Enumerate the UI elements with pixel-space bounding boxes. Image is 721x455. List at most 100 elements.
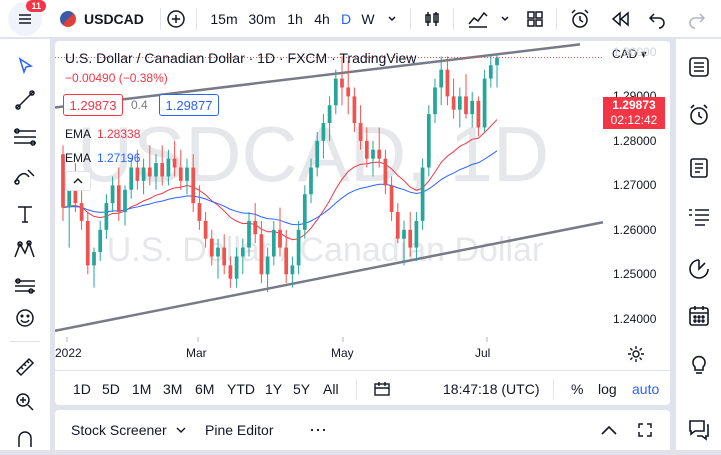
collapse-legend-button[interactable] (65, 171, 91, 191)
goto-date-button[interactable] (373, 378, 391, 400)
range-6m[interactable]: 6M (195, 378, 214, 400)
forecast-icon (15, 278, 35, 294)
candle-body (445, 69, 450, 97)
interval-1h[interactable]: 1h (283, 0, 307, 38)
candle-body (346, 87, 351, 97)
zoom-tool[interactable] (10, 387, 40, 417)
fib-tool[interactable] (10, 123, 40, 153)
measure-tool[interactable] (10, 352, 40, 382)
range-1d[interactable]: 1D (73, 378, 91, 400)
alerts-button[interactable] (684, 100, 714, 130)
timezone-clock[interactable]: 18:47:18 (UTC) (443, 378, 539, 400)
text-icon (18, 206, 32, 223)
add-circle-icon (167, 10, 185, 28)
candle-body (408, 229, 413, 248)
candle-body (395, 212, 400, 239)
interval-label: 1h (287, 11, 303, 27)
avatar[interactable]: 11 (8, 0, 46, 36)
undo-icon (648, 13, 665, 29)
smiley-icon (16, 309, 34, 327)
buy-button[interactable]: 1.29877 (159, 94, 219, 116)
stock-screener-tab[interactable]: Stock Screener (71, 410, 187, 450)
time-tick-label: 2022 (55, 346, 82, 360)
more-panels-button[interactable]: ⋯ (309, 410, 327, 450)
forecast-tool[interactable] (10, 271, 40, 301)
grid-icon (527, 11, 543, 27)
range-all[interactable]: All (323, 378, 339, 400)
expand-panel-button[interactable] (600, 410, 618, 450)
menu-button[interactable]: 11 (2, 0, 48, 38)
redo-button[interactable] (684, 0, 710, 38)
interval-d[interactable]: D (336, 0, 356, 38)
alarm-icon (571, 9, 589, 28)
sell-button[interactable]: 1.29873 (63, 94, 123, 116)
ideas-button[interactable] (684, 349, 714, 379)
log-scale-toggle[interactable]: log (598, 378, 617, 400)
chart-type-button[interactable] (420, 0, 444, 38)
indicators-dropdown[interactable] (497, 0, 513, 38)
ruler-icon (15, 357, 35, 377)
trendline-icon (15, 90, 35, 110)
candle-body (154, 163, 158, 177)
replay-button[interactable] (607, 0, 633, 38)
candle-body (203, 220, 208, 239)
text-tool[interactable] (10, 199, 40, 229)
cursor-icon (18, 57, 33, 75)
pine-editor-tab[interactable]: Pine Editor (205, 410, 273, 450)
undo-button[interactable] (644, 0, 670, 38)
range-5y[interactable]: 5Y (293, 378, 310, 400)
chevron-down-icon (501, 16, 509, 22)
candle-body (389, 185, 394, 213)
alert-button[interactable] (567, 0, 593, 38)
cursor-tool[interactable] (10, 51, 40, 81)
top-toolbar: 11 USDCAD 15m 30m 1h 4h D W (0, 0, 721, 38)
magnet-icon (18, 431, 32, 447)
chats-button[interactable] (684, 414, 714, 444)
calendar-icon (374, 382, 390, 396)
candle-body (464, 96, 468, 115)
range-1y[interactable]: 1Y (265, 378, 282, 400)
range-label: 1M (132, 381, 152, 397)
trendline-tool[interactable] (10, 85, 40, 115)
economic-calendar-button[interactable] (684, 301, 714, 331)
interval-dropdown[interactable] (382, 0, 402, 38)
range-label: 1D (73, 381, 91, 397)
chart-canvas[interactable]: USDCAD, 1DU.S. Dollar / Canadian Dollar (55, 41, 670, 405)
brush-icon (14, 169, 35, 185)
percent-scale-toggle[interactable]: % (571, 378, 583, 400)
data-window-button[interactable] (684, 153, 714, 183)
candle-body (296, 229, 301, 266)
calendar-button[interactable] (684, 201, 714, 231)
hotlists-button[interactable] (684, 254, 714, 284)
interval-label: 4h (314, 11, 330, 27)
maximize-panel-button[interactable] (637, 410, 653, 450)
icons-tool[interactable] (10, 303, 40, 333)
interval-30m[interactable]: 30m (245, 0, 279, 38)
candle-body (222, 247, 227, 266)
symbol-search[interactable]: USDCAD (60, 0, 160, 38)
indicators-button[interactable] (464, 0, 492, 38)
range-1m[interactable]: 1M (132, 378, 151, 400)
range-5d[interactable]: 5D (102, 378, 120, 400)
auto-scale-toggle[interactable]: auto (632, 378, 659, 400)
magnet-tool[interactable] (10, 425, 40, 455)
currency-selector[interactable]: CAD ▾ (612, 47, 647, 61)
price-tick-label: 1.28000 (613, 133, 657, 148)
price-change: −0.00490 (−0.38%) (65, 71, 168, 85)
chart-settings-button[interactable] (627, 345, 645, 368)
interval-15m[interactable]: 15m (207, 0, 241, 38)
auto-label: auto (632, 381, 660, 397)
watchlist-button[interactable] (684, 52, 714, 82)
candle-body (247, 220, 251, 248)
brush-tool[interactable] (10, 161, 40, 191)
channel-upper-line (55, 43, 581, 109)
interval-label: W (361, 11, 375, 27)
compare-button[interactable] (164, 0, 188, 38)
pattern-tool[interactable] (10, 235, 40, 265)
range-ytd[interactable]: YTD (227, 378, 255, 400)
layouts-button[interactable] (522, 0, 548, 38)
interval-w[interactable]: W (358, 0, 378, 38)
range-3m[interactable]: 3M (163, 378, 182, 400)
interval-4h[interactable]: 4h (310, 0, 334, 38)
chart-panel[interactable]: USDCAD, 1D U.S. Dollar / Canadian Dollar … (55, 41, 670, 405)
